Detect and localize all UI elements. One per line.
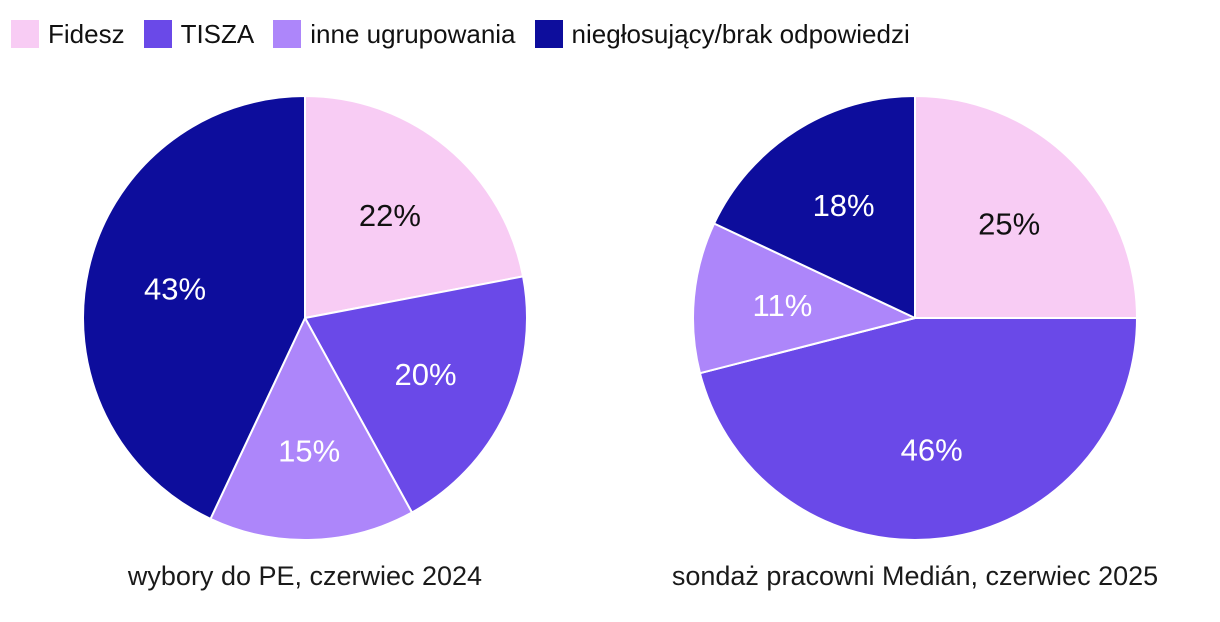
pie-label-fidesz: 25% (978, 206, 1040, 241)
pie-slice-inne-ugrupowania (209, 317, 413, 541)
legend-label-nieglosujacy: niegłosujący/brak odpowiedzi (571, 19, 910, 49)
pie-slice-fidesz (914, 95, 1138, 319)
caption-2025: sondaż pracowni Medián, czerwiec 2025 (671, 561, 1159, 591)
pie-slice-fidesz (304, 95, 525, 319)
pie-label-nieg-osuj-cy-brak-odpowiedzi: 43% (144, 271, 206, 306)
legend-item-fidesz: Fidesz (11, 20, 125, 48)
pie-slice-nieg-osuj-cy-brak-odpowiedzi (713, 95, 916, 319)
legend: Fidesz TISZA inne ugrupowania niegłosują… (11, 20, 910, 48)
pie-label-tisza: 20% (394, 357, 456, 392)
pie-slice-tisza (698, 317, 1138, 541)
pie-label-inne-ugrupowania: 11% (753, 288, 813, 323)
pie-label-tisza: 46% (901, 433, 963, 468)
pie-svg: 25% 46% 11% 18% (692, 95, 1138, 541)
legend-swatch-fidesz (11, 20, 39, 48)
pie-chart-2025: 25% 46% 11% 18% (692, 95, 1138, 541)
legend-label-tisza: TISZA (180, 19, 255, 49)
pie-label-nieg-osuj-cy-brak-odpowiedzi: 18% (813, 188, 875, 223)
pie-svg: 22% 20% 15% 43% (82, 95, 528, 541)
pie-slice-tisza (304, 275, 528, 514)
legend-item-nieglosujacy: niegłosujący/brak odpowiedzi (534, 19, 910, 49)
legend-swatch-tisza (143, 20, 172, 48)
pie-slice-inne-ugrupowania (692, 222, 916, 375)
pie-chart-2024: 22% 20% 15% 43% (82, 95, 528, 541)
pie-label-inne-ugrupowania: 15% (278, 434, 340, 469)
caption-2024: wybory do PE, czerwiec 2024 (127, 561, 483, 591)
legend-swatch-nieglosujacy (534, 20, 563, 48)
legend-item-tisza: TISZA (143, 19, 255, 49)
legend-swatch-inne-ugrupowania (273, 20, 302, 48)
pie-label-fidesz: 22% (359, 198, 421, 233)
legend-label-inne-ugrupowania: inne ugrupowania (310, 19, 516, 49)
pie-slice-nieg-osuj-cy-brak-odpowiedzi (82, 95, 306, 520)
legend-item-inne-ugrupowania: inne ugrupowania (273, 19, 516, 49)
legend-label-fidesz: Fidesz (48, 19, 125, 49)
